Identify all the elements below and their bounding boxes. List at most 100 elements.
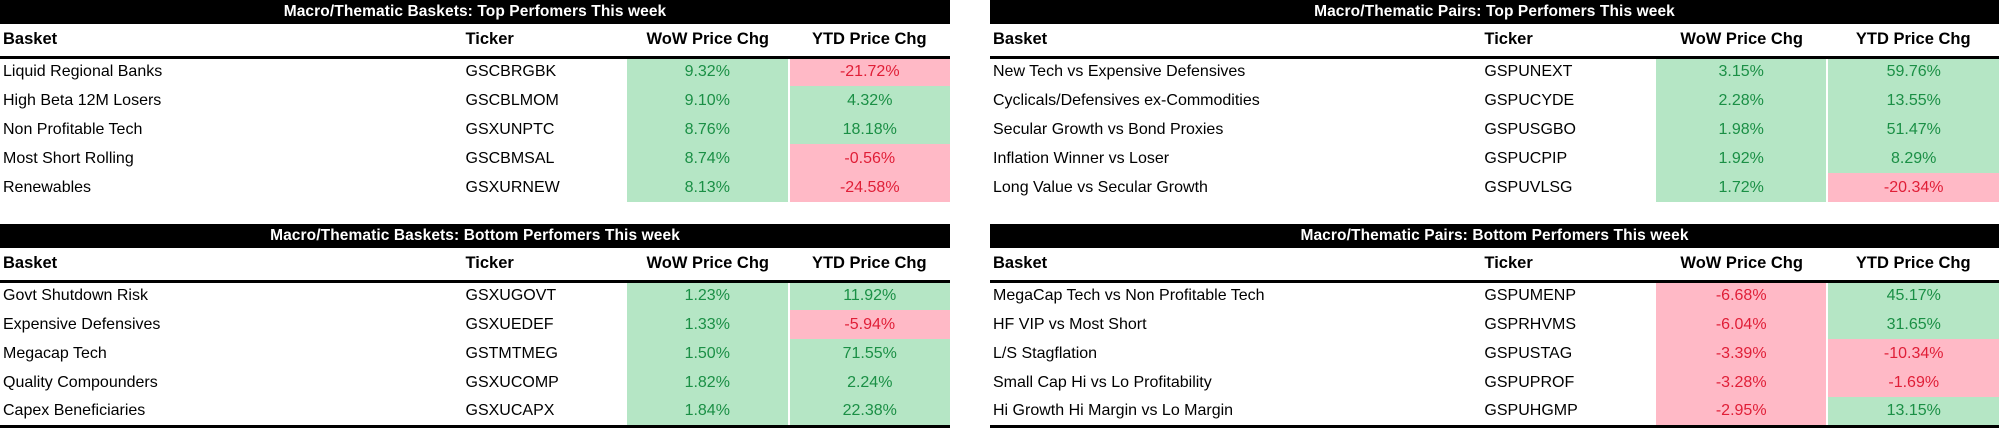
column-header-wow-price-chg: WoW Price Chg bbox=[1655, 24, 1828, 59]
ticker: GSXUEDEF bbox=[465, 315, 554, 333]
table-pairs-top: Macro/Thematic Pairs: Top Perfomers This… bbox=[990, 0, 1999, 202]
wow-price-chg-value: 1.33% bbox=[627, 310, 789, 339]
performance-data-table: Basket Ticker WoW Price Chg YTD Price Ch… bbox=[0, 248, 950, 428]
column-header-ticker: Ticker bbox=[1484, 24, 1656, 59]
column-header-basket: Basket bbox=[0, 24, 466, 59]
ticker: GSPUCPIP bbox=[1484, 149, 1568, 167]
basket-name: Quality Compounders bbox=[3, 373, 158, 391]
column-header-ticker: Ticker bbox=[1484, 248, 1656, 283]
table-title-bar: Macro/Thematic Pairs: Top Perfomers This… bbox=[990, 0, 1999, 24]
ytd-price-chg-value: 45.17% bbox=[1826, 281, 1999, 310]
ticker: GSPRHVMS bbox=[1484, 315, 1576, 333]
ytd-price-chg-value: 13.15% bbox=[1826, 397, 1999, 426]
header-row: Basket Ticker WoW Price Chg YTD Price Ch… bbox=[990, 248, 1999, 283]
column-header-basket: Basket bbox=[0, 248, 466, 283]
table-row: Inflation Winner vs Loser GSPUCPIP 1.92%… bbox=[990, 144, 1999, 173]
wow-price-chg-value: 9.32% bbox=[627, 57, 789, 86]
table-row: Secular Growth vs Bond Proxies GSPUSGBO … bbox=[990, 115, 1999, 144]
basket-name: Renewables bbox=[3, 178, 92, 196]
ytd-price-chg-value: -0.56% bbox=[787, 144, 950, 173]
table-body: MegaCap Tech vs Non Profitable Tech GSPU… bbox=[990, 281, 1999, 426]
ticker: GSPUSTAG bbox=[1484, 344, 1573, 362]
performance-data-table: Basket Ticker WoW Price Chg YTD Price Ch… bbox=[0, 24, 950, 202]
table-row: Quality Compounders GSXUCOMP 1.82% 2.24% bbox=[0, 368, 950, 397]
column-header-wow-price-chg: WoW Price Chg bbox=[627, 248, 789, 283]
basket-name: Small Cap Hi vs Lo Profitability bbox=[993, 373, 1212, 391]
basket-name: Megacap Tech bbox=[3, 344, 107, 362]
ticker: GSCBRGBK bbox=[465, 63, 557, 81]
ytd-price-chg-value: -24.58% bbox=[787, 173, 950, 202]
table-title-bar: Macro/Thematic Pairs: Bottom Perfomers T… bbox=[990, 224, 1999, 248]
wow-price-chg-value: -6.68% bbox=[1655, 281, 1828, 310]
ytd-price-chg-value: 11.92% bbox=[787, 281, 950, 310]
ticker: GSPUMENP bbox=[1484, 287, 1576, 305]
ticker: GSPUHGMP bbox=[1484, 401, 1578, 419]
table-title-bar: Macro/Thematic Baskets: Top Perfomers Th… bbox=[0, 0, 950, 24]
ytd-price-chg-value: 31.65% bbox=[1826, 310, 1999, 339]
performance-data-table: Basket Ticker WoW Price Chg YTD Price Ch… bbox=[990, 24, 1999, 202]
table-row: Most Short Rolling GSCBMSAL 8.74% -0.56% bbox=[0, 144, 950, 173]
column-header-ytd-price-chg: YTD Price Chg bbox=[1827, 24, 1999, 59]
wow-price-chg-value: 1.84% bbox=[627, 397, 789, 426]
wow-price-chg-value: 1.50% bbox=[627, 339, 789, 368]
table-row: Liquid Regional Banks GSCBRGBK 9.32% -21… bbox=[0, 57, 950, 86]
table-row: High Beta 12M Losers GSCBLMOM 9.10% 4.32… bbox=[0, 86, 950, 115]
ticker: GSXUCOMP bbox=[465, 373, 559, 391]
ytd-price-chg-value: 59.76% bbox=[1826, 57, 1999, 86]
ticker: GSXUNPTC bbox=[465, 120, 555, 138]
ytd-price-chg-value: -5.94% bbox=[787, 310, 950, 339]
table-title: Macro/Thematic Pairs: Top Perfomers This… bbox=[1314, 3, 1675, 20]
basket-name: Most Short Rolling bbox=[3, 149, 134, 167]
column-header-wow-price-chg: WoW Price Chg bbox=[627, 24, 789, 59]
ticker: GSCBLMOM bbox=[465, 91, 559, 109]
ytd-price-chg-value: -20.34% bbox=[1826, 173, 1999, 202]
wow-price-chg-value: 1.98% bbox=[1655, 115, 1828, 144]
wow-price-chg-value: 1.82% bbox=[627, 368, 789, 397]
basket-name: Non Profitable Tech bbox=[3, 120, 143, 138]
ytd-price-chg-value: 8.29% bbox=[1826, 144, 1999, 173]
ticker: GSPUNEXT bbox=[1484, 63, 1573, 81]
ytd-price-chg-value: 18.18% bbox=[787, 115, 950, 144]
table-row: Expensive Defensives GSXUEDEF 1.33% -5.9… bbox=[0, 310, 950, 339]
ytd-price-chg-value: 2.24% bbox=[787, 368, 950, 397]
wow-price-chg-value: 1.23% bbox=[627, 281, 789, 310]
basket-name: High Beta 12M Losers bbox=[3, 91, 162, 109]
tables-grid: Macro/Thematic Baskets: Top Perfomers Th… bbox=[0, 0, 1999, 428]
table-row: Long Value vs Secular Growth GSPUVLSG 1.… bbox=[990, 173, 1999, 202]
table-row: Megacap Tech GSTMTMEG 1.50% 71.55% bbox=[0, 339, 950, 368]
ytd-price-chg-value: 4.32% bbox=[787, 86, 950, 115]
wow-price-chg-value: 8.76% bbox=[627, 115, 789, 144]
basket-name: Inflation Winner vs Loser bbox=[993, 149, 1170, 167]
table-row: HF VIP vs Most Short GSPRHVMS -6.04% 31.… bbox=[990, 310, 1999, 339]
column-header-wow-price-chg: WoW Price Chg bbox=[1655, 248, 1828, 283]
basket-name: Secular Growth vs Bond Proxies bbox=[993, 120, 1224, 138]
table-row: L/S Stagflation GSPUSTAG -3.39% -10.34% bbox=[990, 339, 1999, 368]
column-header-ytd-price-chg: YTD Price Chg bbox=[1827, 248, 1999, 283]
table-row: MegaCap Tech vs Non Profitable Tech GSPU… bbox=[990, 281, 1999, 310]
ticker: GSPUSGBO bbox=[1484, 120, 1576, 138]
basket-name: Liquid Regional Banks bbox=[3, 63, 163, 81]
basket-name: HF VIP vs Most Short bbox=[993, 315, 1147, 333]
table-row: Hi Growth Hi Margin vs Lo Margin GSPUHGM… bbox=[990, 397, 1999, 426]
basket-name: L/S Stagflation bbox=[993, 344, 1098, 362]
table-title: Macro/Thematic Baskets: Top Perfomers Th… bbox=[283, 3, 667, 20]
basket-name: Capex Beneficiaries bbox=[3, 401, 146, 419]
table-title-bar: Macro/Thematic Baskets: Bottom Perfomers… bbox=[0, 224, 950, 248]
ticker: GSXUGOVT bbox=[465, 287, 557, 305]
table-row: New Tech vs Expensive Defensives GSPUNEX… bbox=[990, 57, 1999, 86]
wow-price-chg-value: 3.15% bbox=[1655, 57, 1828, 86]
wow-price-chg-value: 9.10% bbox=[627, 86, 789, 115]
ticker: GSPUPROF bbox=[1484, 373, 1575, 391]
ytd-price-chg-value: 51.47% bbox=[1826, 115, 1999, 144]
table-baskets-top: Macro/Thematic Baskets: Top Perfomers Th… bbox=[0, 0, 950, 202]
basket-name: Expensive Defensives bbox=[3, 315, 161, 333]
performance-data-table: Basket Ticker WoW Price Chg YTD Price Ch… bbox=[990, 248, 1999, 428]
ytd-price-chg-value: -1.69% bbox=[1826, 368, 1999, 397]
wow-price-chg-value: 8.74% bbox=[627, 144, 789, 173]
wow-price-chg-value: -2.95% bbox=[1655, 397, 1828, 426]
table-row: Small Cap Hi vs Lo Profitability GSPUPRO… bbox=[990, 368, 1999, 397]
ticker: GSTMTMEG bbox=[465, 344, 558, 362]
wow-price-chg-value: 1.92% bbox=[1655, 144, 1828, 173]
wow-price-chg-value: -3.39% bbox=[1655, 339, 1828, 368]
